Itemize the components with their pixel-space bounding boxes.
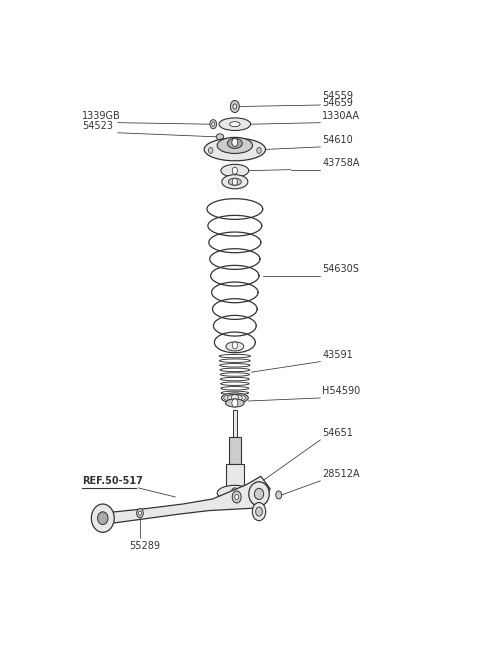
Circle shape <box>235 495 239 499</box>
Circle shape <box>208 148 213 154</box>
FancyBboxPatch shape <box>229 438 241 464</box>
Ellipse shape <box>254 488 264 499</box>
Ellipse shape <box>216 134 224 140</box>
Circle shape <box>210 119 216 129</box>
Ellipse shape <box>228 178 241 185</box>
Ellipse shape <box>97 512 108 525</box>
Circle shape <box>256 507 263 516</box>
Ellipse shape <box>222 174 248 189</box>
Circle shape <box>257 148 261 154</box>
Circle shape <box>276 491 282 499</box>
Ellipse shape <box>217 485 252 501</box>
Ellipse shape <box>221 393 248 403</box>
Ellipse shape <box>228 138 242 148</box>
Ellipse shape <box>91 504 114 532</box>
Text: 54523: 54523 <box>83 121 113 131</box>
Ellipse shape <box>217 137 252 154</box>
Text: 1330AA: 1330AA <box>322 111 360 121</box>
Text: 54610: 54610 <box>322 135 353 146</box>
Text: 1339GB: 1339GB <box>83 111 121 121</box>
Circle shape <box>137 508 144 518</box>
Circle shape <box>139 511 142 515</box>
Polygon shape <box>112 476 270 523</box>
Circle shape <box>232 399 238 407</box>
Text: H54590: H54590 <box>322 386 360 396</box>
Ellipse shape <box>221 165 249 177</box>
Circle shape <box>232 138 238 146</box>
Text: 43758A: 43758A <box>322 158 360 168</box>
Text: 54559: 54559 <box>322 91 353 102</box>
Circle shape <box>232 491 241 503</box>
Ellipse shape <box>219 118 251 131</box>
Ellipse shape <box>226 399 244 407</box>
Text: 55289: 55289 <box>129 541 160 551</box>
Circle shape <box>233 104 237 109</box>
Circle shape <box>230 100 240 113</box>
Circle shape <box>232 178 238 185</box>
Circle shape <box>212 122 215 126</box>
FancyBboxPatch shape <box>233 409 237 438</box>
Text: 28512A: 28512A <box>322 469 360 480</box>
Ellipse shape <box>249 482 269 506</box>
Ellipse shape <box>229 121 240 127</box>
Text: REF.50-517: REF.50-517 <box>83 476 143 486</box>
Circle shape <box>232 167 238 174</box>
Ellipse shape <box>226 342 244 351</box>
Circle shape <box>252 502 266 521</box>
FancyBboxPatch shape <box>226 464 244 487</box>
Circle shape <box>231 488 239 498</box>
Text: 54651: 54651 <box>322 428 353 438</box>
Ellipse shape <box>204 138 265 161</box>
Text: 54630S: 54630S <box>322 264 359 274</box>
Circle shape <box>232 342 238 349</box>
Text: 54659: 54659 <box>322 98 353 108</box>
Text: 43591: 43591 <box>322 350 353 360</box>
